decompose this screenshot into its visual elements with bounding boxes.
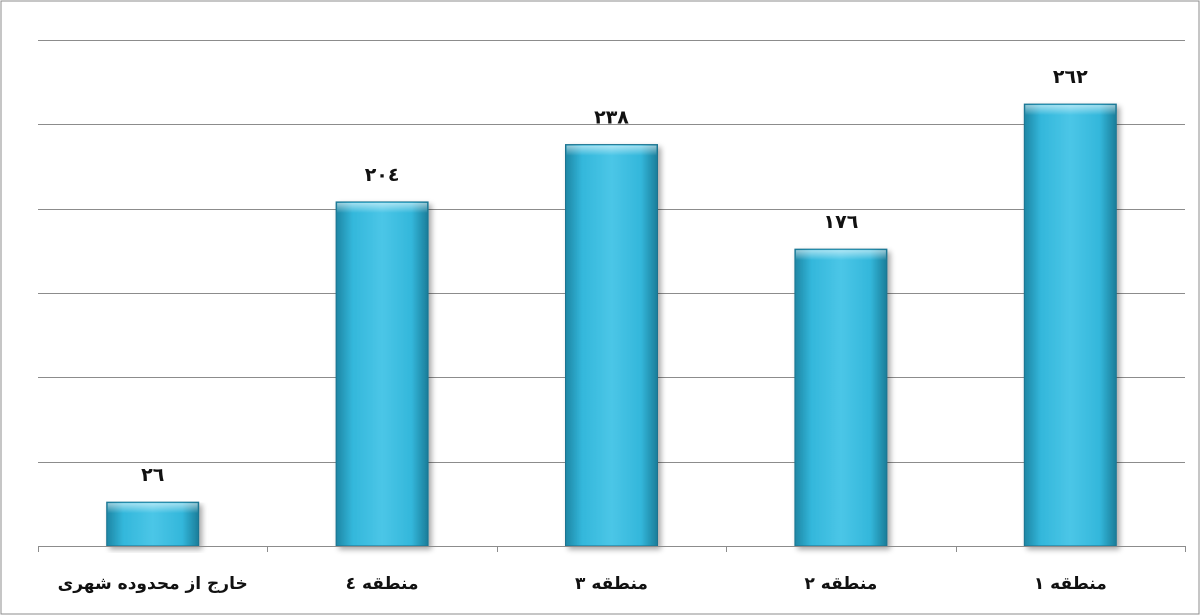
- bar-body: [335, 201, 429, 547]
- category-label: منطقه ٢: [804, 574, 877, 594]
- bars: [106, 103, 1117, 547]
- data-label: ٢٠٤: [365, 164, 400, 186]
- data-label: ٢٦٢: [1053, 66, 1088, 88]
- data-label: ٢٦: [141, 464, 164, 486]
- bar-highlight: [1025, 105, 1116, 116]
- category-label: خارج از محدوده شهری: [58, 574, 248, 594]
- bar: [794, 248, 888, 547]
- category-label: منطقه ١: [1034, 574, 1107, 594]
- category-labels: خارج از محدوده شهری منطقه ٤ منطقه ٣ منطقه ٢…: [58, 574, 1107, 594]
- bar: [106, 501, 200, 547]
- bar: [335, 201, 429, 547]
- category-label: منطقه ٤: [346, 574, 419, 594]
- bar: [1023, 103, 1117, 547]
- bar-body: [565, 144, 658, 547]
- bar: [565, 144, 658, 547]
- x-axis: [38, 546, 1186, 552]
- data-labels: ٢٦ ٢٠٤ ٢٣٨ ١٧٦ ٢٦٢: [141, 66, 1088, 486]
- gridlines: [38, 40, 1185, 463]
- bar-highlight: [337, 202, 428, 213]
- bar-highlight: [566, 145, 657, 156]
- bar-highlight: [107, 503, 198, 514]
- data-label: ٢٣٨: [594, 107, 629, 129]
- data-label: ١٧٦: [824, 211, 859, 233]
- bar-body: [794, 248, 888, 547]
- bar-body: [1023, 103, 1117, 547]
- category-label: منطقه ٣: [575, 574, 648, 594]
- bar-highlight: [795, 250, 886, 261]
